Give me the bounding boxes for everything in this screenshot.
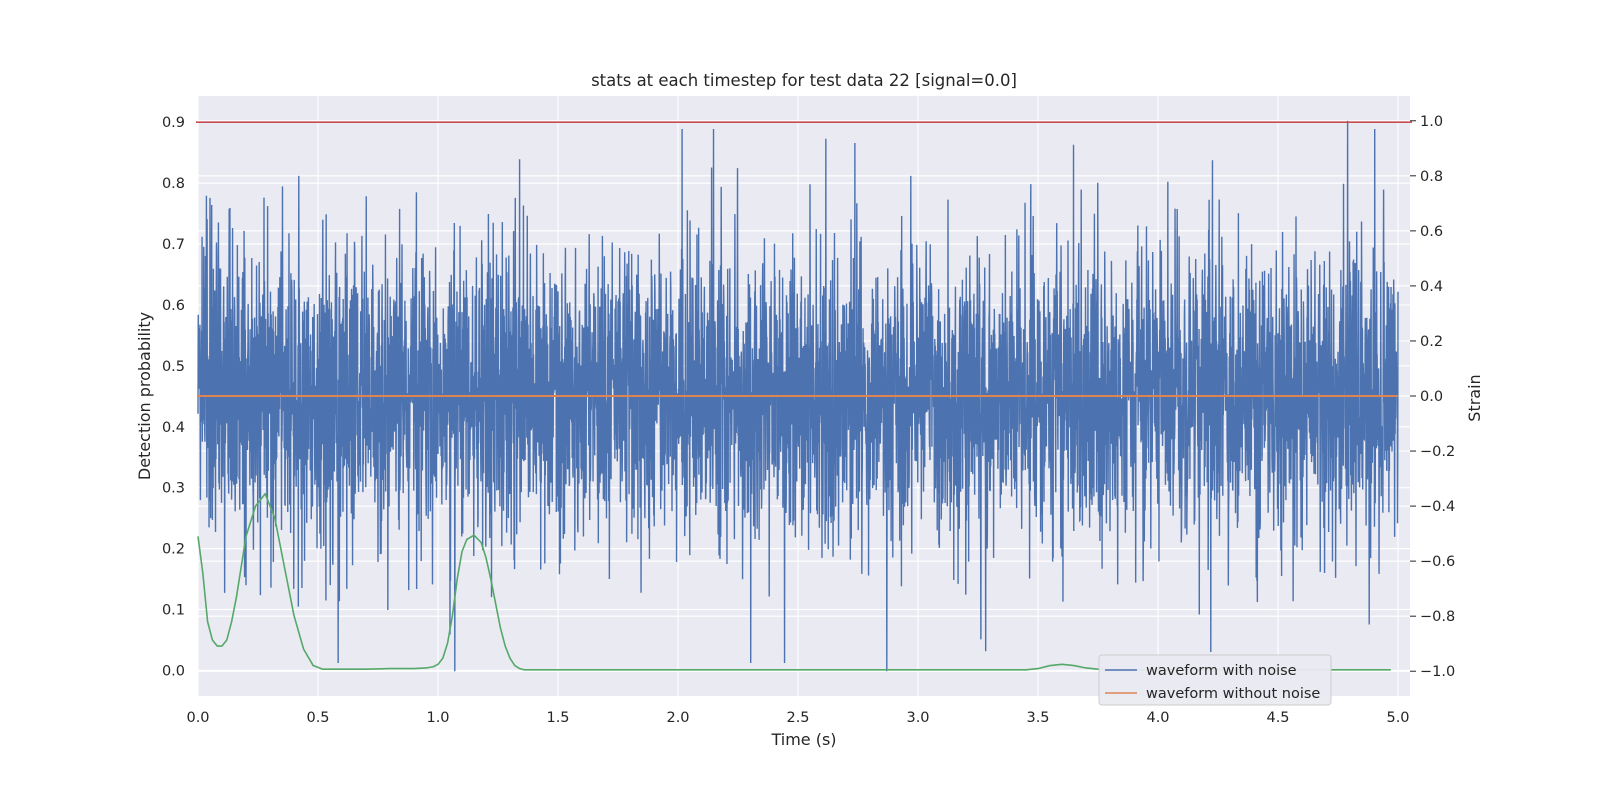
x-tick-label: 1.0 (426, 710, 449, 726)
x-tick-label: 2.5 (786, 710, 809, 726)
legend-box (1098, 654, 1332, 706)
y-tick-label: 0.6 (162, 298, 185, 314)
y-axis-ticks: 0.0 0.1 0.2 0.3 0.4 0.5 0.6 0.7 0.8 0.9 (162, 115, 185, 679)
detection-probability-line (197, 492, 1391, 671)
y-axis-label: Detection probability (135, 312, 154, 480)
x-tick-label: 0.0 (186, 710, 209, 726)
x-tick-label: 1.5 (546, 710, 569, 726)
x-tick-label: 0.5 (306, 710, 329, 726)
x-tick-label: 4.5 (1266, 710, 1289, 726)
detection-probability-series (197, 492, 1391, 671)
legend: waveform with noise waveform without noi… (1098, 654, 1332, 706)
noisy-waveform-series (197, 120, 1399, 672)
noisy-waveform-line (197, 120, 1399, 672)
x-tick-label: 5.0 (1386, 710, 1409, 726)
x-axis-ticks: 0.0 0.5 1.0 1.5 2.0 2.5 3.0 3.5 4.0 4.5 5.0 (186, 710, 1409, 726)
x-tick-label: 4.0 (1146, 710, 1169, 726)
x-tick-label: 3.0 (906, 710, 929, 726)
y-tick-label: 0.8 (162, 176, 185, 192)
y2-tick-label: −0.8 (1420, 609, 1455, 625)
y-tick-label: 0.0 (162, 663, 185, 679)
y2-tick-label: 0.0 (1420, 389, 1443, 405)
x-tick-label: 3.5 (1026, 710, 1049, 726)
legend-label-noisy: waveform with noise (1146, 663, 1297, 679)
y2-tick-label: 0.2 (1420, 334, 1443, 350)
y2-tick-label: 1.0 (1420, 114, 1443, 130)
y-tick-label: 0.7 (162, 237, 185, 253)
y2-tick-label: −0.2 (1420, 444, 1455, 460)
y-tick-label: 0.5 (162, 359, 185, 375)
chart-title: stats at each timestep for test data 22 … (591, 71, 1017, 90)
x-axis-label: Time (s) (770, 730, 836, 749)
y2-tick-label: −0.4 (1420, 499, 1455, 515)
y-tick-label: 0.9 (162, 115, 185, 131)
y2-tick-label: 0.8 (1420, 169, 1443, 185)
y2-tick-label: 0.4 (1420, 279, 1443, 295)
y2-tick-label: −0.6 (1420, 554, 1455, 570)
y-tick-label: 0.4 (162, 420, 185, 436)
y-tick-label: 0.3 (162, 481, 185, 497)
y2-axis-label: Strain (1465, 374, 1484, 421)
y-tick-label: 0.2 (162, 542, 185, 558)
y2-tick-label: −1.0 (1420, 664, 1455, 680)
y-tick-label: 0.1 (162, 603, 185, 619)
x-tick-label: 2.0 (666, 710, 689, 726)
y2-axis-ticks: −1.0 −0.8 −0.6 −0.4 −0.2 0.0 0.2 0.4 0.6 0.8 1.0 (1410, 114, 1455, 680)
legend-label-clean: waveform without noise (1146, 686, 1320, 702)
y2-tick-label: 0.6 (1420, 224, 1443, 240)
